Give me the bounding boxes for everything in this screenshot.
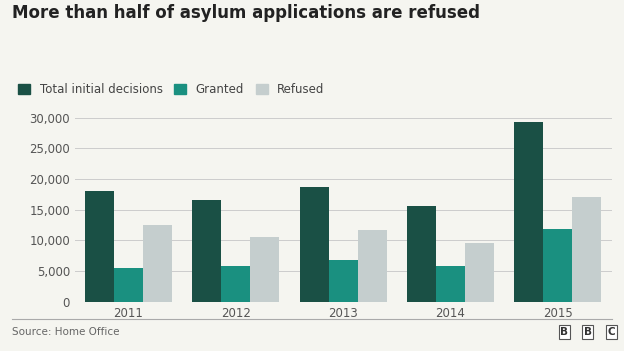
Bar (514, 122, 544, 302)
Text: More than half of asylum applications are refused: More than half of asylum applications ar… (12, 4, 480, 21)
Bar (544, 229, 572, 302)
Bar (300, 187, 329, 302)
Legend: Total initial decisions, Granted, Refused: Total initial decisions, Granted, Refuse… (18, 83, 324, 96)
Bar (250, 237, 280, 302)
Bar (143, 225, 172, 302)
Bar (329, 260, 358, 302)
Text: Source: Home Office: Source: Home Office (12, 327, 120, 337)
Bar (407, 206, 436, 302)
Bar (85, 191, 114, 302)
Bar (114, 268, 143, 302)
Text: C: C (608, 327, 615, 337)
Bar (192, 200, 222, 302)
Bar (465, 243, 494, 302)
Bar (358, 230, 387, 302)
Bar (572, 197, 602, 302)
Bar (436, 266, 465, 302)
Text: B: B (584, 327, 592, 337)
Bar (222, 266, 250, 302)
Text: B: B (560, 327, 568, 337)
